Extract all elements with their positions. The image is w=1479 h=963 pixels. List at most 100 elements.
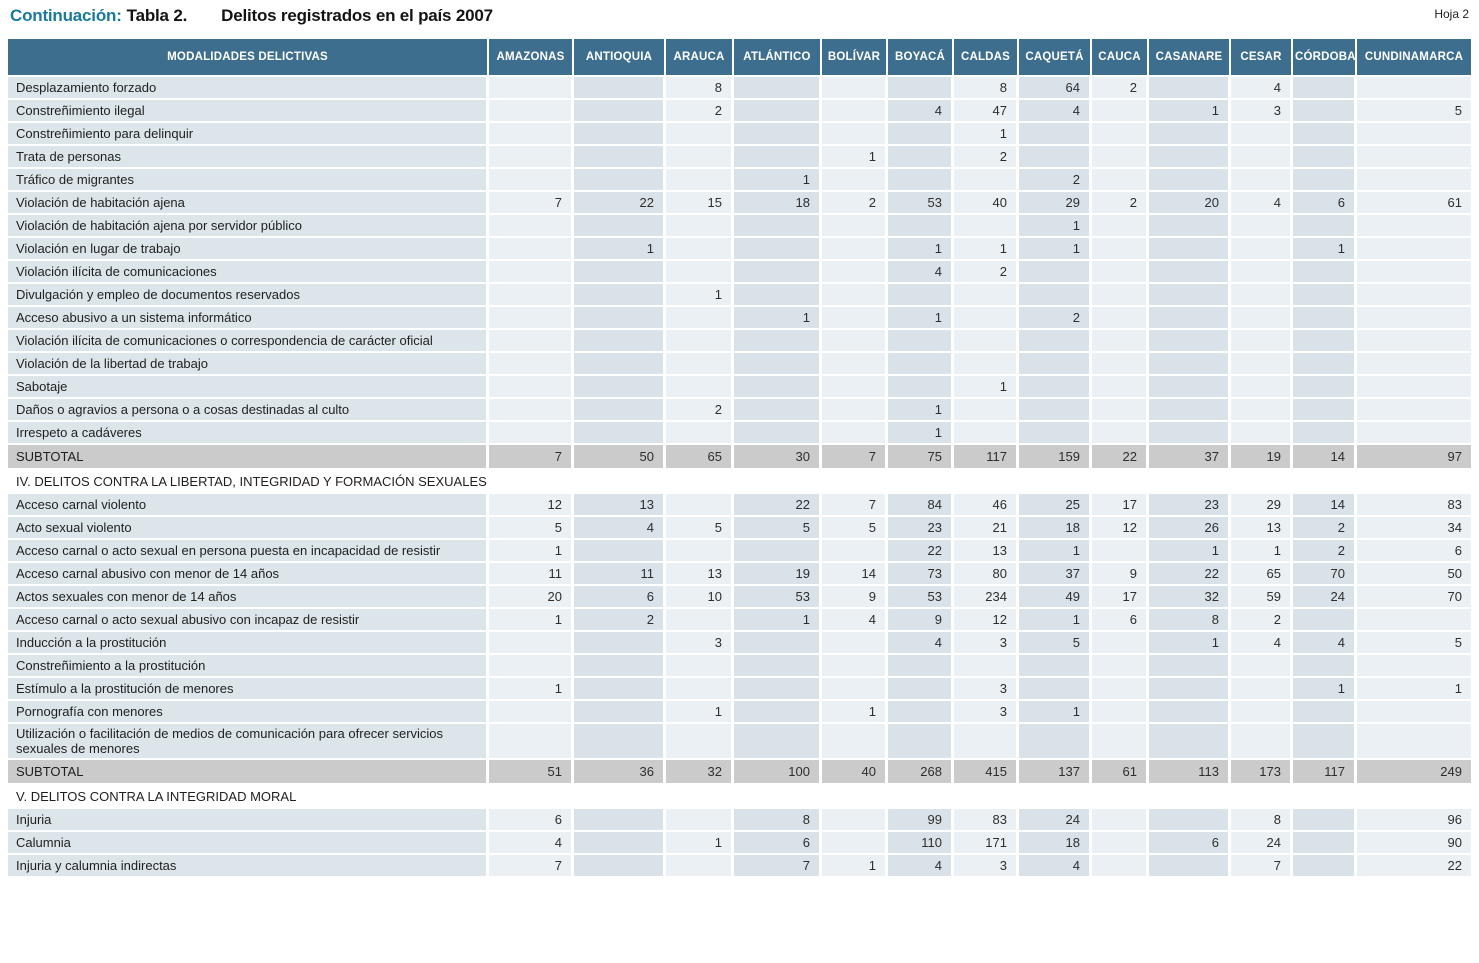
value-cell bbox=[1231, 399, 1293, 422]
value-cell: 29 bbox=[1231, 494, 1293, 517]
value-cell: 8 bbox=[666, 77, 734, 100]
value-cell bbox=[1092, 855, 1149, 878]
value-cell bbox=[1149, 238, 1231, 261]
value-cell bbox=[666, 609, 734, 632]
value-cell bbox=[1092, 724, 1149, 760]
value-cell: 53 bbox=[734, 586, 822, 609]
value-cell bbox=[1149, 77, 1231, 100]
row-label: Constreñimiento a la prostitución bbox=[8, 655, 489, 678]
value-cell: 234 bbox=[954, 586, 1019, 609]
value-cell: 11 bbox=[489, 563, 574, 586]
value-cell: 5 bbox=[734, 517, 822, 540]
value-cell: 24 bbox=[1231, 832, 1293, 855]
value-cell bbox=[489, 284, 574, 307]
value-cell: 29 bbox=[1019, 192, 1092, 215]
value-cell bbox=[1019, 261, 1092, 284]
section-title: V. DELITOS CONTRA LA INTEGRIDAD MORAL bbox=[8, 785, 1471, 809]
data-row: Desplazamiento forzado 8 8 64 2 4 bbox=[8, 77, 1471, 100]
value-cell: 47 bbox=[954, 100, 1019, 123]
data-row: Acceso carnal abusivo con menor de 14 añ… bbox=[8, 563, 1471, 586]
row-label: Pornografía con menores bbox=[8, 701, 489, 724]
value-cell bbox=[1019, 376, 1092, 399]
value-cell bbox=[1293, 123, 1357, 146]
column-header: AMAZONAS bbox=[489, 39, 574, 77]
row-label: SUBTOTAL bbox=[8, 760, 489, 785]
value-cell: 9 bbox=[888, 609, 954, 632]
value-cell bbox=[1293, 353, 1357, 376]
value-cell bbox=[1019, 353, 1092, 376]
row-label: Inducción a la prostitución bbox=[8, 632, 489, 655]
value-cell: 249 bbox=[1357, 760, 1471, 785]
value-cell bbox=[888, 655, 954, 678]
value-cell bbox=[822, 215, 888, 238]
value-cell bbox=[1019, 678, 1092, 701]
value-cell bbox=[954, 307, 1019, 330]
value-cell bbox=[1293, 809, 1357, 832]
value-cell bbox=[1231, 146, 1293, 169]
value-cell: 19 bbox=[734, 563, 822, 586]
value-cell bbox=[1092, 330, 1149, 353]
value-cell bbox=[1149, 809, 1231, 832]
value-cell bbox=[1231, 284, 1293, 307]
value-cell bbox=[1092, 353, 1149, 376]
value-cell bbox=[574, 678, 666, 701]
value-cell bbox=[734, 123, 822, 146]
value-cell: 99 bbox=[888, 809, 954, 832]
row-label: Divulgación y empleo de documentos reser… bbox=[8, 284, 489, 307]
value-cell bbox=[1357, 376, 1471, 399]
value-cell bbox=[1149, 701, 1231, 724]
value-cell: 61 bbox=[1092, 760, 1149, 785]
value-cell: 1 bbox=[888, 422, 954, 445]
title-bar: Continuación: Tabla 2. Delitos registrados… bbox=[8, 4, 1471, 26]
value-cell: 1 bbox=[734, 609, 822, 632]
value-cell bbox=[734, 353, 822, 376]
value-cell bbox=[1293, 399, 1357, 422]
value-cell: 4 bbox=[1231, 77, 1293, 100]
value-cell bbox=[734, 238, 822, 261]
value-cell bbox=[1092, 169, 1149, 192]
value-cell: 1 bbox=[1149, 632, 1231, 655]
value-cell: 61 bbox=[1357, 192, 1471, 215]
data-row: Violación de la libertad de trabajo bbox=[8, 353, 1471, 376]
row-label: SUBTOTAL bbox=[8, 445, 489, 470]
value-cell: 21 bbox=[954, 517, 1019, 540]
value-cell: 1 bbox=[734, 307, 822, 330]
data-row: Violación ilícita de comunicaciones o co… bbox=[8, 330, 1471, 353]
value-cell bbox=[1231, 655, 1293, 678]
value-cell bbox=[1293, 284, 1357, 307]
value-cell bbox=[1293, 169, 1357, 192]
value-cell bbox=[1231, 376, 1293, 399]
row-label: Violación de la libertad de trabajo bbox=[8, 353, 489, 376]
sheet-number-label: Hoja 2 bbox=[1434, 7, 1469, 21]
value-cell: 173 bbox=[1231, 760, 1293, 785]
value-cell bbox=[888, 701, 954, 724]
value-cell bbox=[574, 724, 666, 760]
value-cell: 30 bbox=[734, 445, 822, 470]
value-cell bbox=[1293, 724, 1357, 760]
table-body: Desplazamiento forzado 8 8 64 2 4 Constreñimie… bbox=[8, 77, 1471, 878]
value-cell: 53 bbox=[888, 192, 954, 215]
value-cell: 2 bbox=[1231, 609, 1293, 632]
value-cell: 64 bbox=[1019, 77, 1092, 100]
value-cell bbox=[574, 77, 666, 100]
value-cell: 1 bbox=[1019, 540, 1092, 563]
value-cell: 6 bbox=[574, 586, 666, 609]
value-cell: 32 bbox=[1149, 586, 1231, 609]
row-label: Acceso carnal o acto sexual abusivo con … bbox=[8, 609, 489, 632]
row-label: Acceso abusivo a un sistema informático bbox=[8, 307, 489, 330]
value-cell bbox=[822, 77, 888, 100]
data-row: Violación en lugar de trabajo 1 1 1 1 1 bbox=[8, 238, 1471, 261]
value-cell bbox=[574, 655, 666, 678]
value-cell: 15 bbox=[666, 192, 734, 215]
value-cell: 96 bbox=[1357, 809, 1471, 832]
value-cell: 1 bbox=[1231, 540, 1293, 563]
value-cell bbox=[734, 77, 822, 100]
value-cell bbox=[1092, 632, 1149, 655]
value-cell bbox=[574, 123, 666, 146]
value-cell bbox=[1092, 261, 1149, 284]
value-cell bbox=[822, 261, 888, 284]
value-cell: 1 bbox=[666, 284, 734, 307]
value-cell bbox=[734, 146, 822, 169]
value-cell bbox=[1293, 422, 1357, 445]
value-cell: 70 bbox=[1293, 563, 1357, 586]
